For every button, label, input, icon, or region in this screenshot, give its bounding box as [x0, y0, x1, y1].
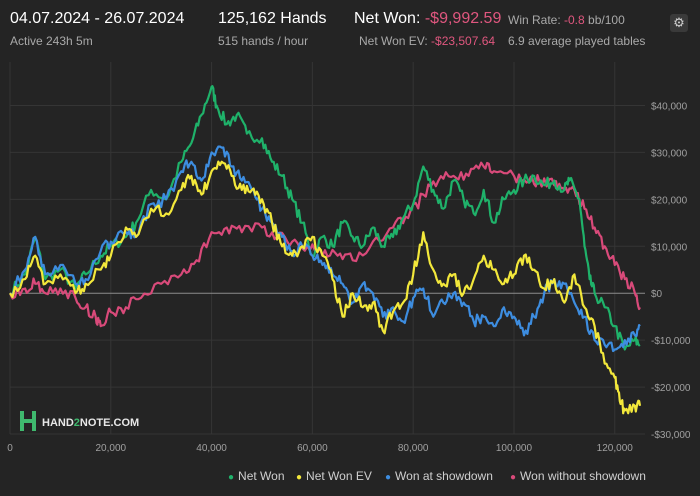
win-rate-value: -0.8	[564, 13, 585, 27]
hands-count: 125,162 Hands	[218, 10, 327, 27]
net-won-ev-value: -$23,507.64	[431, 34, 496, 48]
x-tick-label: 40,000	[196, 443, 227, 454]
x-tick-label: 120,000	[597, 443, 634, 454]
average-tables: 6.9 average played tables	[508, 34, 646, 48]
series-line-net_won	[9, 85, 641, 351]
legend-won-at-showdown[interactable]: ● Won at showdown	[385, 469, 493, 483]
logo-text-b: 2	[74, 417, 80, 429]
hand2note-logo: HAND2NOTE.COM	[20, 410, 150, 437]
legend-dot: ●	[296, 472, 303, 483]
net-won-label: Net Won:	[354, 10, 425, 27]
x-tick-label: 60,000	[297, 443, 328, 454]
y-tick-label: -$10,000	[651, 336, 691, 347]
x-tick-label: 80,000	[398, 443, 429, 454]
y-tick-label: $30,000	[651, 148, 688, 159]
legend-label: Net Won EV	[306, 469, 372, 483]
win-rate-label: Win Rate:	[508, 13, 565, 27]
win-rate: Win Rate: -0.8 bb/100	[508, 13, 625, 27]
chart-grid	[9, 62, 645, 435]
gear-icon[interactable]: ⚙	[670, 14, 688, 32]
legend-label: Won without showdown	[520, 469, 646, 483]
y-axis-ticks: $40,000 $30,000 $20,000 $10,000 $0 -$10,000 -$…	[651, 101, 691, 441]
legend-label: Net Won	[238, 469, 285, 483]
x-axis-ticks: 0 20,000 40,000 60,000 80,000 100,000 120,000	[7, 443, 633, 454]
series-line-non_showdown	[9, 161, 641, 328]
date-range: 04.07.2024 - 26.07.2024	[10, 10, 185, 27]
y-tick-label: $10,000	[651, 242, 688, 253]
x-tick-label: 0	[7, 443, 13, 454]
win-rate-unit: bb/100	[584, 13, 625, 27]
series-line-net_won_ev	[9, 160, 642, 415]
net-won-value: -$9,992.59	[424, 10, 502, 27]
y-tick-label: -$30,000	[651, 430, 691, 441]
y-tick-label: $40,000	[651, 101, 688, 112]
legend-dot: ●	[510, 472, 517, 483]
series-line-showdown	[9, 145, 641, 353]
legend-dot: ●	[385, 472, 392, 483]
chart-series	[9, 85, 642, 415]
logo-text-c: NOTE.COM	[80, 417, 139, 429]
legend-net-won-ev[interactable]: ● Net Won EV	[296, 469, 372, 483]
net-won-ev: Net Won EV: -$23,507.64	[359, 34, 495, 48]
legend-net-won[interactable]: ● Net Won	[228, 469, 285, 483]
legend-dot: ●	[228, 472, 235, 483]
logo-mark-icon	[20, 411, 36, 431]
svg-text:HAND2NOTE.COM: HAND2NOTE.COM	[42, 417, 139, 429]
y-tick-label: -$20,000	[651, 383, 691, 394]
legend-label: Won at showdown	[395, 469, 493, 483]
net-won-ev-label: Net Won EV:	[359, 34, 432, 48]
net-won: Net Won: -$9,992.59	[354, 10, 501, 28]
hands-per-hour: 515 hands / hour	[218, 34, 309, 48]
legend-won-without-showdown[interactable]: ● Won without showdown	[510, 469, 646, 483]
logo-text-a: HAND	[42, 417, 74, 429]
x-tick-label: 100,000	[496, 443, 533, 454]
x-tick-label: 20,000	[95, 443, 126, 454]
y-tick-label: $0	[651, 289, 663, 300]
y-tick-label: $20,000	[651, 195, 688, 206]
active-time: Active 243h 5m	[10, 34, 93, 48]
